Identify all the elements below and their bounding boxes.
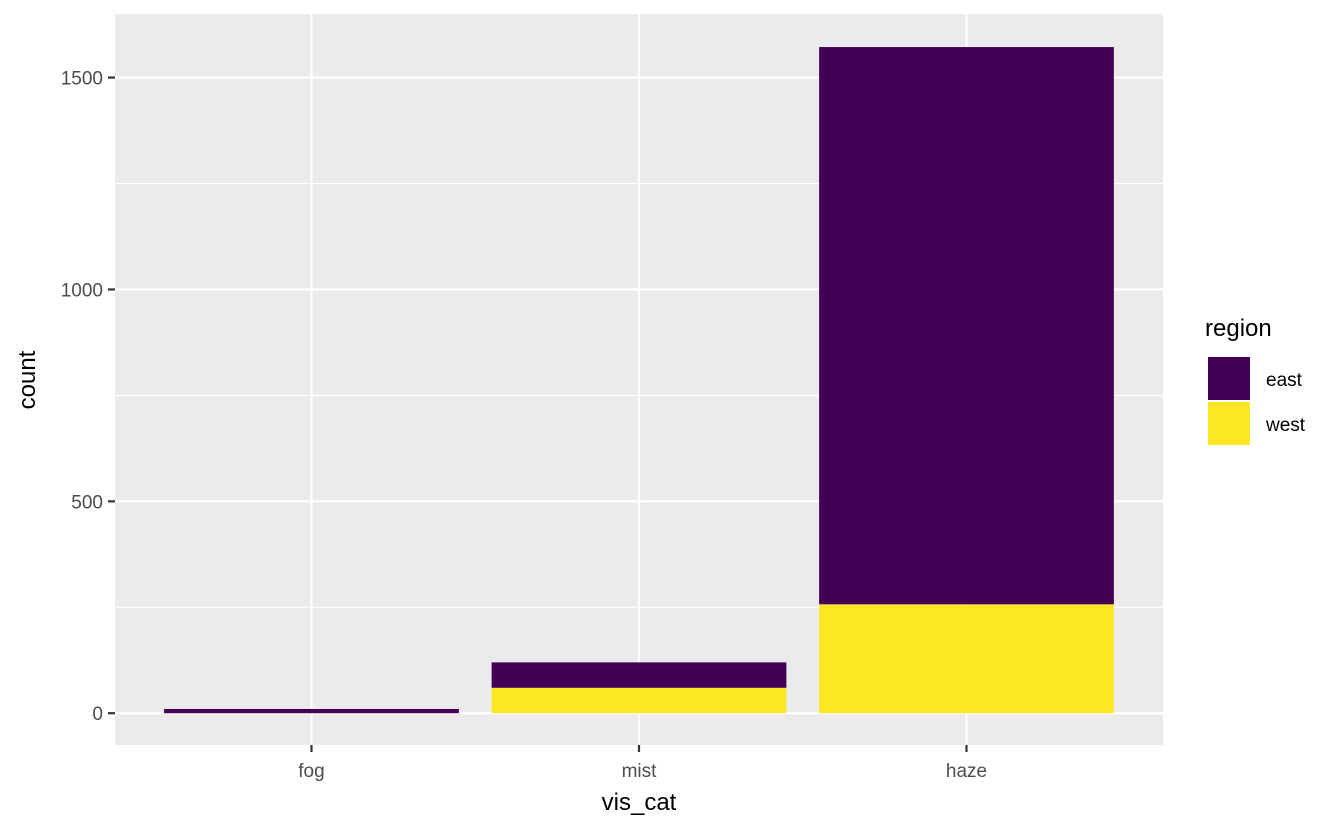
bars <box>164 47 1114 714</box>
x-axis: fog mist haze <box>298 745 987 782</box>
y-tick-label: 0 <box>92 704 103 725</box>
legend-title: region <box>1205 315 1272 342</box>
y-tick-label: 1000 <box>61 280 103 301</box>
bar-mist-west <box>491 687 787 714</box>
legend: region east west <box>1205 315 1306 447</box>
x-tick-label: mist <box>622 761 658 782</box>
y-axis-title: count <box>14 350 41 409</box>
x-tick-label: haze <box>946 761 987 782</box>
y-axis: 0 500 1000 1500 <box>61 69 115 725</box>
x-tick-label: fog <box>298 761 324 782</box>
legend-label-west: west <box>1265 415 1306 436</box>
bar-fog-east <box>164 708 459 714</box>
legend-label-east: east <box>1266 370 1303 391</box>
legend-key-west <box>1206 400 1252 447</box>
legend-key-east <box>1206 355 1252 402</box>
bar-haze-west <box>819 604 1114 714</box>
bar-mist-east <box>491 662 787 688</box>
x-axis-title: vis_cat <box>602 789 677 816</box>
bar-haze-east <box>819 47 1114 605</box>
y-tick-label: 500 <box>71 492 103 513</box>
y-tick-label: 1500 <box>61 69 103 90</box>
